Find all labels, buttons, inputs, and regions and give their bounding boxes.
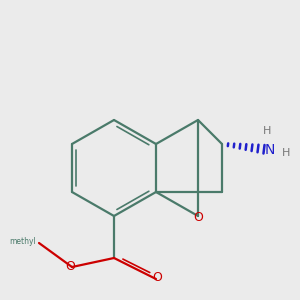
Text: H: H bbox=[263, 125, 271, 136]
Text: H: H bbox=[282, 148, 291, 158]
Text: N: N bbox=[265, 143, 275, 157]
Text: O: O bbox=[193, 211, 203, 224]
Text: methyl: methyl bbox=[9, 237, 36, 246]
Text: O: O bbox=[66, 260, 75, 274]
Text: O: O bbox=[153, 271, 162, 284]
